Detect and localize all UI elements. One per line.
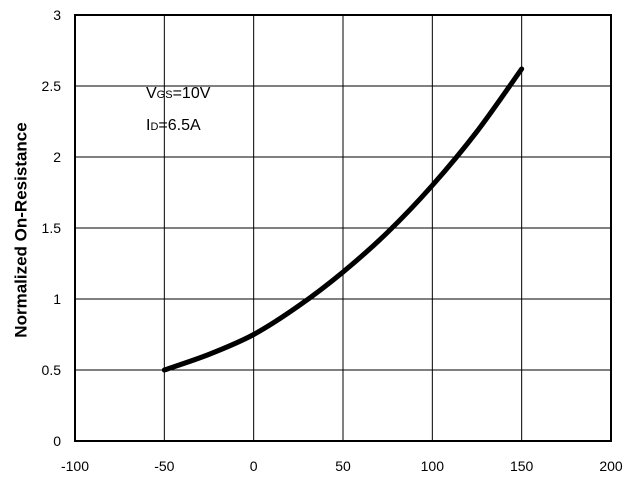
x-tick-label: -100 (61, 458, 89, 474)
series-layer (161, 66, 525, 373)
x-tick-label: 100 (421, 458, 445, 474)
x-tick-label: 0 (250, 458, 258, 474)
x-tick-label: 150 (510, 458, 534, 474)
y-tick-label: 0 (53, 433, 61, 449)
x-tick-label: -50 (154, 458, 174, 474)
y-tick-label: 2.5 (42, 78, 62, 94)
grid-lines (74, 14, 612, 442)
y-tick-label: 1 (53, 291, 61, 307)
y-tick-labels: 0 0.5 1 1.5 2 2.5 3 (42, 7, 62, 449)
y-tick-label: 1.5 (42, 220, 62, 236)
annotation-id: ID=6.5A (146, 117, 201, 134)
plot-frame (74, 14, 612, 442)
y-tick-label: 0.5 (42, 362, 62, 378)
annotation-vgs: VGS=10V (146, 85, 211, 102)
x-tick-labels: -100 -50 0 50 100 150 200 (61, 458, 623, 474)
on-resistance-curve (161, 66, 525, 373)
y-tick-label: 3 (53, 7, 61, 23)
y-tick-label: 2 (53, 149, 61, 165)
x-tick-label: 50 (335, 458, 351, 474)
annotations: VGS=10V ID=6.5A (146, 85, 211, 134)
x-tick-label: 200 (599, 458, 623, 474)
y-axis-label: Normalized On-Resistance (11, 122, 30, 337)
